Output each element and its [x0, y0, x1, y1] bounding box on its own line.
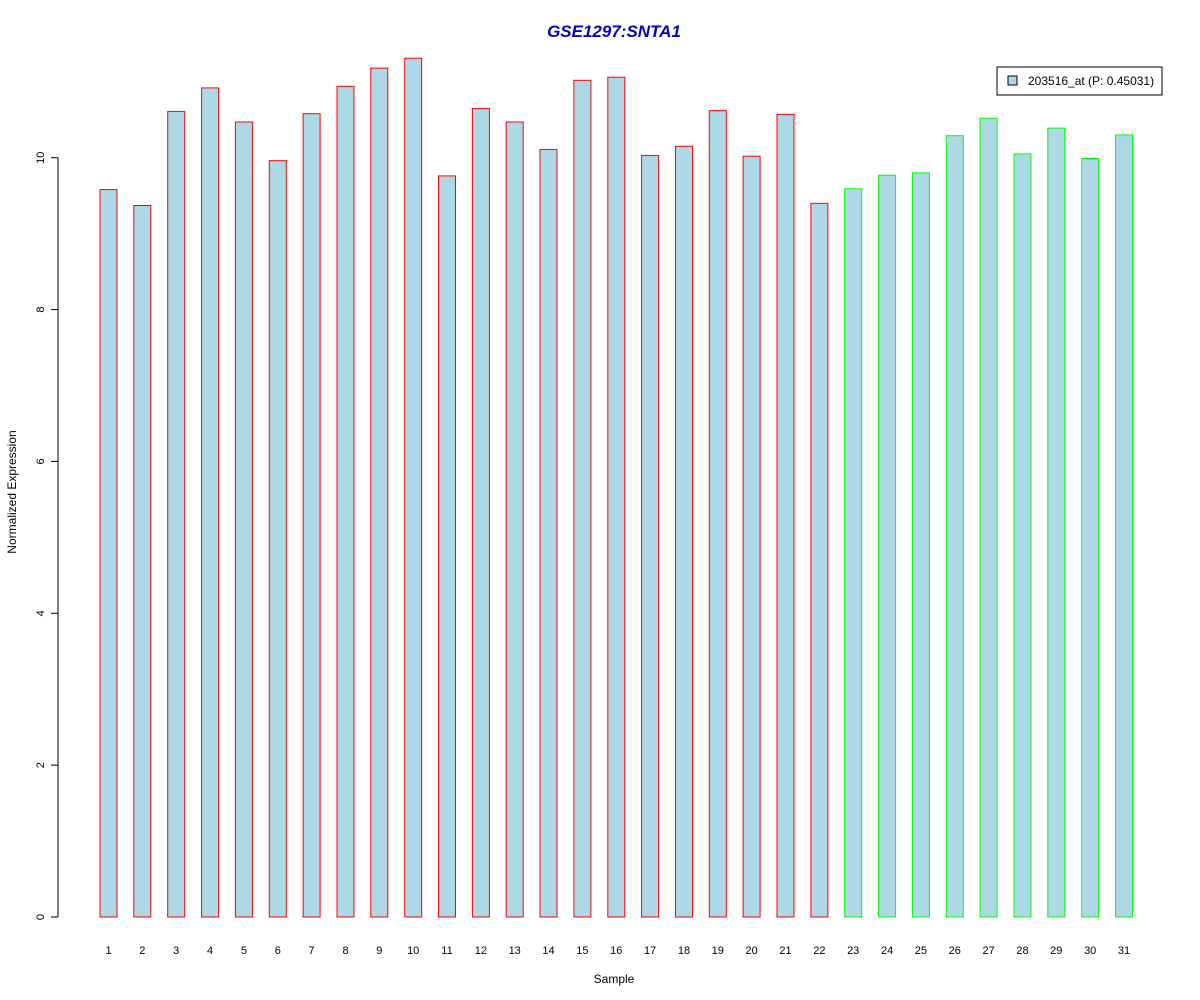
- bar-sample-27: [979, 117, 998, 918]
- y-axis-label: Normalized Expression: [5, 430, 19, 553]
- bar-sample-5: [234, 121, 253, 918]
- x-tick-label: 16: [610, 945, 622, 957]
- chart-title: GSE1297:SNTA1: [547, 22, 681, 41]
- x-axis-tick-labels: 1 2 3 4 5 6 7 8 9 10 11 12 13 14 15 16 17 18 19 20 21 22 23 24 2…: [105, 945, 1130, 957]
- y-tick-label: 10: [35, 152, 47, 164]
- bar-sample-19: [708, 110, 727, 918]
- bar-sample-20: [742, 155, 761, 918]
- y-tick-label: 6: [35, 458, 47, 464]
- x-tick-label: 9: [376, 945, 382, 957]
- bar-sample-21: [776, 113, 795, 918]
- legend-swatch: [1007, 75, 1018, 86]
- bar-sample-9: [370, 67, 389, 918]
- x-tick-label: 15: [576, 945, 588, 957]
- legend: 203516_at (P: 0.45031): [996, 66, 1163, 96]
- bar-sample-11: [438, 175, 456, 918]
- y-tick-label: 0: [35, 914, 47, 920]
- y-tick-label: 4: [35, 610, 47, 616]
- x-tick-label: 4: [207, 945, 213, 957]
- x-tick-label: 10: [407, 945, 419, 957]
- bar-sample-31: [1115, 134, 1133, 918]
- bar-sample-10: [404, 57, 423, 918]
- bar-sample-30: [1081, 158, 1100, 918]
- y-tick-label: 8: [35, 307, 47, 313]
- x-tick-label: 30: [1084, 945, 1096, 957]
- legend-box: [996, 66, 1163, 96]
- x-tick-label: 18: [678, 945, 690, 957]
- x-tick-label: 14: [542, 945, 554, 957]
- x-axis-label: Sample: [594, 972, 635, 986]
- bar-sample-2: [133, 205, 152, 918]
- bar-sample-15: [573, 79, 592, 918]
- x-tick-label: 26: [949, 945, 961, 957]
- bar-sample-24: [878, 174, 897, 918]
- bar-sample-26: [945, 135, 964, 918]
- x-tick-label: 29: [1050, 945, 1062, 957]
- x-tick-label: 21: [779, 945, 791, 957]
- x-tick-label: 7: [309, 945, 315, 957]
- x-tick-label: 12: [475, 945, 487, 957]
- x-tick-label: 1: [105, 945, 111, 957]
- bar-sample-29: [1047, 127, 1066, 918]
- x-tick-label: 23: [847, 945, 859, 957]
- x-tick-label: 6: [275, 945, 281, 957]
- x-tick-label: 22: [813, 945, 825, 957]
- x-tick-label: 31: [1118, 945, 1130, 957]
- bar-sample-14: [539, 148, 558, 918]
- x-tick-label: 2: [139, 945, 145, 957]
- bar-sample-25: [911, 172, 930, 918]
- bars: [99, 57, 1133, 918]
- bar-sample-16: [607, 76, 626, 918]
- bar-sample-17: [641, 154, 660, 918]
- x-tick-label: 5: [241, 945, 247, 957]
- x-tick-label: 19: [712, 945, 724, 957]
- bar-sample-7: [302, 113, 321, 918]
- bar-sample-18: [675, 145, 693, 918]
- x-tick-label: 17: [644, 945, 656, 957]
- x-tick-label: 3: [173, 945, 179, 957]
- bar-sample-3: [167, 110, 186, 918]
- x-tick-label: 25: [915, 945, 927, 957]
- x-tick-label: 27: [982, 945, 994, 957]
- bar-sample-23: [844, 188, 863, 918]
- x-tick-label: 28: [1016, 945, 1028, 957]
- bar-sample-22: [810, 202, 829, 918]
- bar-sample-12: [471, 107, 490, 918]
- bar-sample-13: [505, 121, 524, 918]
- y-tick-label: 2: [35, 762, 47, 768]
- legend-entry-label: 203516_at (P: 0.45031): [1028, 74, 1154, 88]
- x-tick-label: 11: [441, 945, 452, 957]
- bar-sample-6: [268, 160, 287, 918]
- y-axis: 0 2 4 6 8 10: [35, 152, 59, 920]
- x-tick-label: 13: [509, 945, 521, 957]
- bar-sample-8: [336, 85, 355, 918]
- x-tick-label: 20: [745, 945, 757, 957]
- bar-sample-4: [201, 87, 220, 918]
- x-tick-label: 24: [881, 945, 893, 957]
- bar-sample-1: [99, 189, 118, 918]
- x-tick-label: 8: [342, 945, 348, 957]
- bar-sample-28: [1013, 153, 1032, 918]
